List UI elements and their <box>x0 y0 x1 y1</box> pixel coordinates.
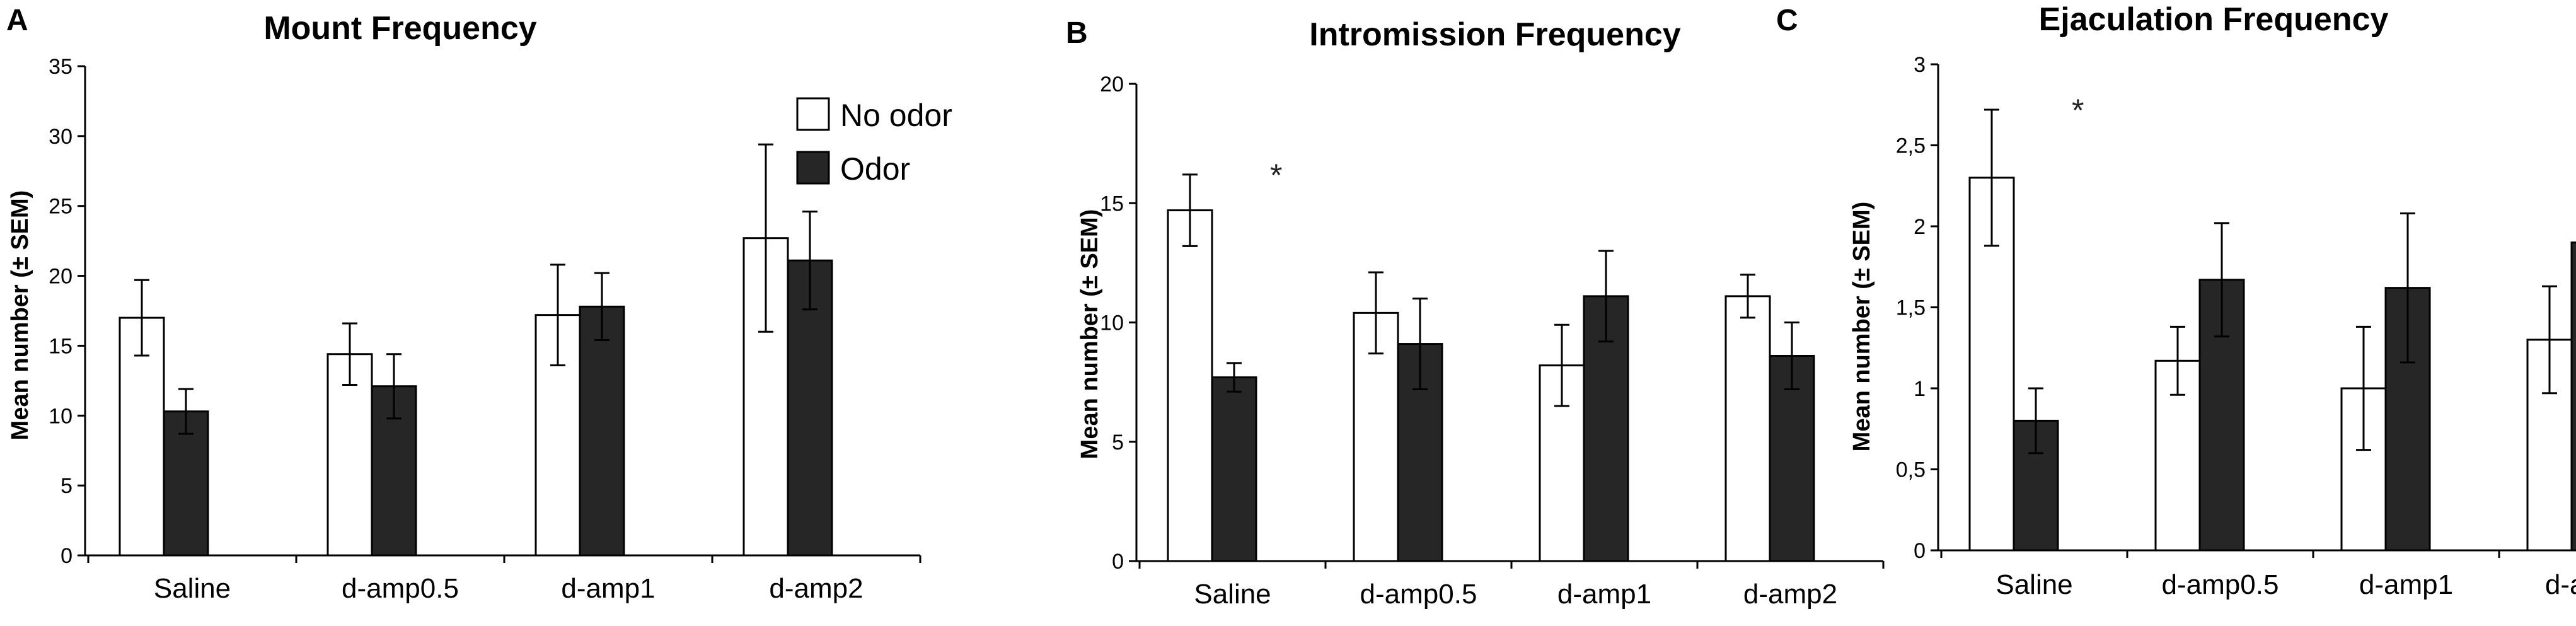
panel-label-b: B <box>1066 16 1088 50</box>
x-tick-label: d-amp2 <box>769 573 863 604</box>
x-tick-label: d-amp1 <box>1557 579 1651 610</box>
x-tick-label: d-amp1 <box>2359 569 2453 600</box>
x-tick-label: Saline <box>1194 579 1271 610</box>
x-tick-label: d-amp0.5 <box>2162 569 2279 600</box>
y-tick-label: 35 <box>49 55 72 79</box>
y-tick-label: 1 <box>1914 377 1926 401</box>
y-tick-label: 0,5 <box>1896 458 1926 482</box>
chart-title-c: Ejaculation Frequency <box>2039 1 2389 38</box>
x-tick-label: Saline <box>1996 569 2072 600</box>
y-tick-label: 5 <box>61 474 72 498</box>
panel-a: A Mount Frequency Mean number (± SEM) 0 5… <box>6 4 921 604</box>
x-tick-label: Saline <box>154 573 231 604</box>
legend-swatch-odor <box>796 151 830 185</box>
y-tick-label: 0 <box>1914 539 1926 563</box>
bar-odor <box>2570 241 2576 552</box>
x-tick-label: d-amp0.5 <box>1360 579 1477 610</box>
y-axis-label-c: Mean number (± SEM) <box>1849 202 1875 452</box>
y-tick-label: 2 <box>1914 215 1926 239</box>
y-axis-label-b: Mean number (± SEM) <box>1077 209 1103 460</box>
y-tick-label: 20 <box>49 265 72 289</box>
bar-no-odor <box>1167 209 1213 562</box>
legend: No odor Odor <box>796 97 952 187</box>
y-tick-label: 25 <box>49 195 72 219</box>
y-tick-label: 2,5 <box>1896 134 1926 158</box>
plot-area-a: 0 5 10 15 20 25 30 35 Saline d-amp0.5 d-amp1 d-amp2 <box>49 55 921 604</box>
y-tick-label: 1,5 <box>1896 296 1926 320</box>
plot-area-b: 0 5 10 15 20 Saline d-amp0.5 d-amp1 d-amp2 * <box>1100 72 1885 610</box>
significance-marker: * <box>2072 93 2084 128</box>
y-tick-label: 10 <box>1100 311 1124 335</box>
panel-c: C Ejaculation Frequency Mean number (± S… <box>1776 1 2576 600</box>
bar-odor <box>1211 376 1257 562</box>
bar-no-odor <box>118 316 165 557</box>
legend-label-no-odor: No odor <box>840 98 952 133</box>
x-tick-label: d-amp0.5 <box>342 573 459 604</box>
legend-swatch-no-odor <box>796 97 830 131</box>
y-tick-label: 0 <box>1112 550 1124 574</box>
significance-marker: * <box>1270 158 1282 193</box>
y-tick-label: 30 <box>49 125 72 149</box>
y-tick-label: 0 <box>61 544 72 568</box>
y-tick-label: 5 <box>1112 431 1124 455</box>
y-tick-label: 15 <box>49 334 72 358</box>
panel-label-a: A <box>6 4 28 37</box>
y-axis-label-a: Mean number (± SEM) <box>7 190 33 441</box>
y-tick-label: 20 <box>1100 72 1124 96</box>
chart-title-b: Intromission Frequency <box>1309 16 1681 53</box>
chart-title-a: Mount Frequency <box>263 10 536 47</box>
x-tick-label: d-amp1 <box>561 573 655 604</box>
bar-no-odor <box>1724 295 1771 562</box>
legend-label-odor: Odor <box>840 151 910 187</box>
y-tick-label: 10 <box>49 404 72 428</box>
x-tick-label: d-amp2 <box>1743 579 1837 610</box>
x-tick-label: d-amp2 <box>2545 569 2576 600</box>
panel-label-c: C <box>1776 4 1798 37</box>
panel-b: B Intromission Frequency Mean number (± … <box>1066 16 1885 610</box>
plot-area-c: 0 0,5 1 1,5 2 2,5 3 Saline d-amp0.5 d-amp1 d-amp2 * <box>1896 53 2576 600</box>
y-tick-label: 3 <box>1914 53 1926 77</box>
bar-odor <box>579 305 625 557</box>
y-tick-label: 15 <box>1100 192 1124 216</box>
